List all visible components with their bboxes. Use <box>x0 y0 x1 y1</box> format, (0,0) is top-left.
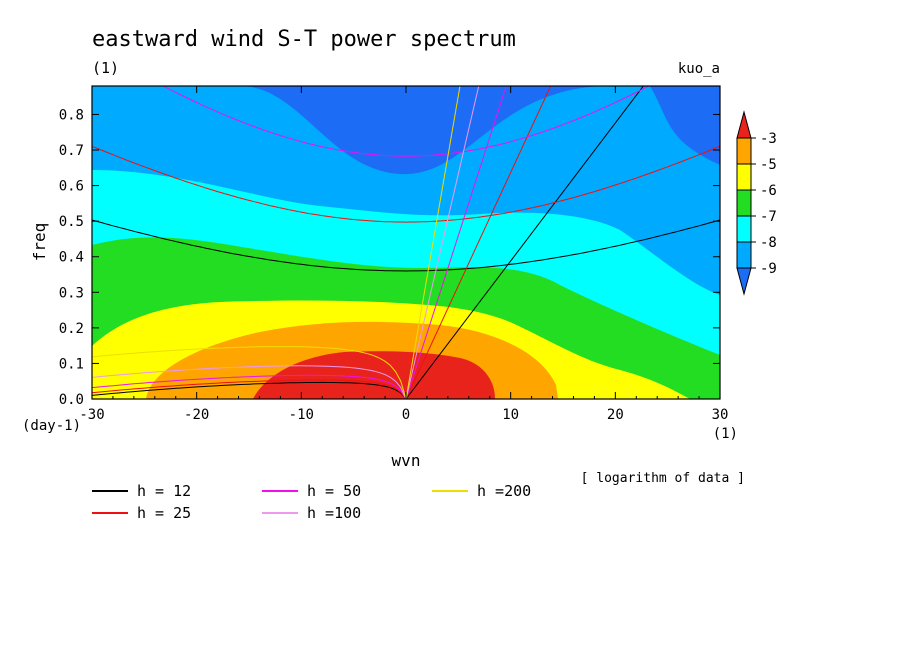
x-axis-unit: (1) <box>713 426 738 442</box>
y-axis-unit: (day-1) <box>22 418 81 434</box>
legend-label: h = 25 <box>137 504 191 522</box>
x-tick-label: 30 <box>712 407 729 423</box>
y-tick-label: 0.2 <box>59 321 84 337</box>
colorbar-tick-label: -7 <box>760 209 777 225</box>
rossby-curve <box>92 379 407 399</box>
dispersion-legend: h = 12 h = 25 h = 50 h =100 h =200 <box>92 482 531 522</box>
colorbar: -3 -5 -6 -7 -8 -9 <box>736 110 777 296</box>
y-tick-label: 0.7 <box>59 143 84 159</box>
x-tick-label: -30 <box>79 407 104 423</box>
chart-title: eastward wind S-T power spectrum <box>92 27 516 52</box>
dispersion-curve <box>92 219 720 272</box>
kelvin-line <box>405 86 507 399</box>
rossby-curve <box>92 374 407 399</box>
kelvin-line <box>405 86 644 399</box>
colorbar-tick-label: -8 <box>760 235 777 251</box>
colorbar-tick-label: -5 <box>760 157 777 173</box>
y-axis-label: freq <box>30 223 49 262</box>
kelvin-line <box>405 86 552 399</box>
x-tick-label: 0 <box>402 407 410 423</box>
colorbar-segment <box>736 189 752 217</box>
y-axis-ticks: 0.0 0.1 0.2 0.3 0.4 0.5 0.6 0.7 0.8 <box>59 107 720 408</box>
y-tick-label: 0.1 <box>59 356 84 372</box>
rossby-curve <box>92 365 407 399</box>
x-tick-label: 10 <box>502 407 519 423</box>
x-tick-label: -20 <box>184 407 209 423</box>
colorbar-segment <box>736 137 752 165</box>
legend-label: h =100 <box>307 504 361 522</box>
y-tick-label: 0.6 <box>59 179 84 195</box>
y-tick-label: 0.8 <box>59 107 84 123</box>
rossby-curve <box>92 346 407 399</box>
dispersion-curves <box>92 86 720 399</box>
x-axis-label: wvn <box>392 451 421 470</box>
kelvin-line <box>405 86 480 399</box>
dispersion-curve <box>161 86 651 157</box>
kelvin-line <box>405 86 461 399</box>
colorbar-segment <box>736 215 752 243</box>
data-note: [ logarithm of data ] <box>581 471 745 486</box>
x-tick-label: 20 <box>607 407 624 423</box>
colorbar-top-arrow <box>736 110 752 139</box>
legend-label: h =200 <box>477 482 531 500</box>
legend-label: h = 50 <box>307 482 361 500</box>
colorbar-segment <box>736 163 752 191</box>
x-axis-ticks: -30 -20 -10 0 10 20 30 <box>79 86 728 423</box>
dispersion-curve <box>92 145 720 223</box>
colorbar-tick-label: -9 <box>760 261 777 277</box>
top-right-label: kuo_a <box>678 61 720 77</box>
plot-area <box>92 86 720 399</box>
y-tick-label: 0.0 <box>59 392 84 408</box>
chart-subtitle: (1) <box>92 59 119 77</box>
y-tick-label: 0.5 <box>59 214 84 230</box>
rossby-curve <box>92 381 407 399</box>
legend-label: h = 12 <box>137 482 191 500</box>
band-level-3 <box>253 351 495 399</box>
colorbar-segment <box>736 241 752 269</box>
y-tick-label: 0.3 <box>59 285 84 301</box>
x-tick-label: -10 <box>289 407 314 423</box>
colorbar-tick-label: -6 <box>760 183 777 199</box>
colorbar-tick-label: -3 <box>760 131 777 147</box>
colorbar-bottom-arrow <box>736 267 752 296</box>
y-tick-label: 0.4 <box>59 250 84 266</box>
